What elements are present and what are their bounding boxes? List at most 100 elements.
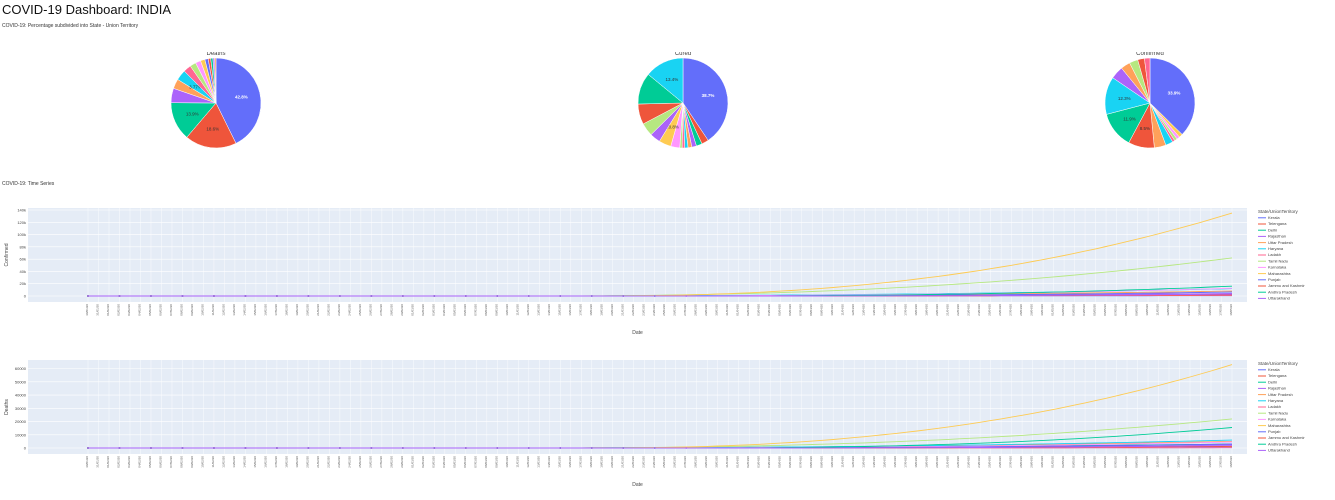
x-tick-label: 28/04/20 — [1019, 304, 1023, 316]
pie-slice[interactable] — [186, 102, 237, 149]
series-point[interactable] — [118, 447, 121, 449]
x-tick-label: 04/05/20 — [1082, 456, 1086, 468]
legend-entry[interactable]: Ladakh — [1268, 252, 1281, 257]
legend-entry[interactable]: Jammu and Kashmir — [1268, 283, 1305, 288]
series-point[interactable] — [401, 295, 404, 297]
series-point[interactable] — [307, 295, 310, 297]
series-point[interactable] — [622, 295, 625, 297]
legend-entry[interactable]: Delhi — [1268, 379, 1277, 384]
series-line[interactable] — [88, 445, 1233, 449]
series-point[interactable] — [590, 447, 593, 449]
series-point[interactable] — [622, 447, 625, 449]
series-point[interactable] — [685, 295, 688, 297]
series-point[interactable] — [496, 295, 499, 297]
x-tick-label: 28/02/20 — [389, 456, 393, 468]
legend-entry[interactable]: Punjab — [1268, 277, 1281, 282]
x-tick-label: 09/02/20 — [190, 304, 194, 316]
pie-slice[interactable] — [215, 57, 262, 144]
x-tick-label: 24/03/20 — [652, 456, 656, 468]
series-point[interactable] — [307, 447, 310, 449]
series-point[interactable] — [244, 447, 247, 449]
series-point[interactable] — [118, 295, 121, 297]
pie-slice[interactable] — [214, 57, 217, 104]
x-tick-label: 16/05/20 — [1208, 304, 1212, 316]
legend-entry[interactable]: Telengana — [1268, 221, 1287, 226]
legend-entry[interactable]: Uttarakhand — [1268, 296, 1290, 301]
pie-slice[interactable] — [1149, 57, 1196, 135]
legend-entry[interactable]: Haryana — [1268, 398, 1284, 403]
series-point[interactable] — [653, 447, 656, 449]
series-point[interactable] — [653, 295, 656, 297]
legend-entry[interactable]: Kerala — [1268, 367, 1280, 372]
x-tick-label: 31/03/20 — [725, 456, 729, 468]
legend-entry[interactable]: Rajasthan — [1268, 234, 1286, 239]
series-point[interactable] — [244, 295, 247, 297]
series-point[interactable] — [527, 447, 530, 449]
series-point[interactable] — [276, 295, 278, 297]
series-point[interactable] — [464, 447, 467, 449]
legend-entry[interactable]: Uttarakhand — [1268, 448, 1290, 453]
series-point[interactable] — [213, 295, 215, 297]
series-point[interactable] — [181, 295, 184, 297]
legend-entry[interactable]: Haryana — [1268, 246, 1284, 251]
series-point[interactable] — [338, 447, 341, 449]
series-point[interactable] — [150, 447, 152, 449]
series-point[interactable] — [496, 447, 499, 449]
legend-entry[interactable]: Uttar Pradesh — [1268, 240, 1293, 245]
pie-slice[interactable] — [682, 57, 729, 141]
legend-entry[interactable]: Uttar Pradesh — [1268, 392, 1293, 397]
pie-slice[interactable] — [647, 57, 684, 104]
x-tick-label: 03/05/20 — [1072, 304, 1076, 316]
series-point[interactable] — [685, 447, 688, 449]
legend-entry[interactable]: Telengana — [1268, 373, 1287, 378]
x-tick-label: 13/05/20 — [1177, 304, 1181, 316]
x-tick-label: 17/02/20 — [274, 304, 278, 316]
series-point[interactable] — [401, 447, 404, 449]
series-point[interactable] — [213, 447, 215, 449]
legend-entry[interactable]: Jammu and Kashmir — [1268, 435, 1305, 440]
legend-entry[interactable]: Maharashtra — [1268, 423, 1291, 428]
legend-entry[interactable]: Andhra Pradesh — [1268, 441, 1297, 446]
x-tick-label: 29/03/20 — [704, 304, 708, 316]
x-tick-label: 26/02/20 — [368, 304, 372, 316]
x-tick-label: 27/02/20 — [379, 456, 383, 468]
series-point[interactable] — [87, 447, 89, 449]
series-point[interactable] — [433, 447, 436, 449]
y-tick-label: 80k — [20, 244, 26, 249]
legend-entry[interactable]: Tamil Nadu — [1268, 258, 1288, 263]
series-point[interactable] — [87, 295, 89, 297]
legend-entry[interactable]: Andhra Pradesh — [1268, 289, 1297, 294]
legend-entry[interactable]: Karnataka — [1268, 265, 1287, 270]
series-point[interactable] — [150, 295, 152, 297]
series-point[interactable] — [464, 295, 467, 297]
series-point[interactable] — [370, 447, 373, 449]
x-tick-label: 11/04/20 — [841, 304, 845, 316]
pie-slice[interactable] — [1144, 57, 1151, 104]
legend-entry[interactable]: Punjab — [1268, 429, 1281, 434]
series-point[interactable] — [559, 295, 562, 297]
series-point[interactable] — [276, 447, 278, 449]
series-point[interactable] — [338, 295, 341, 297]
series-point[interactable] — [433, 295, 436, 297]
series-point[interactable] — [590, 295, 593, 297]
x-tick-label: 23/04/20 — [967, 304, 971, 316]
legend-entry[interactable]: Delhi — [1268, 227, 1277, 232]
series-point[interactable] — [527, 295, 530, 297]
legend-entry[interactable]: Karnataka — [1268, 417, 1287, 422]
legend-entry[interactable]: Kerala — [1268, 215, 1280, 220]
x-tick-label: 03/05/20 — [1072, 456, 1076, 468]
pie-cured: Cured 38.7% 10.8% 13.4% — [637, 52, 729, 149]
x-tick-label: 10/05/20 — [1145, 304, 1149, 316]
legend-entry[interactable]: Maharashtra — [1268, 271, 1291, 276]
legend-entry[interactable]: Ladakh — [1268, 404, 1281, 409]
series-point[interactable] — [181, 447, 184, 449]
series-line[interactable] — [88, 293, 1232, 297]
legend-entry[interactable]: Rajasthan — [1268, 386, 1286, 391]
x-tick-label: 15/04/20 — [883, 456, 887, 468]
y-tick-label: 0 — [24, 446, 27, 451]
x-tick-label: 18/02/20 — [284, 456, 288, 468]
pie-title: Deaths — [206, 52, 225, 57]
series-point[interactable] — [559, 447, 562, 449]
series-point[interactable] — [370, 295, 373, 297]
legend-entry[interactable]: Tamil Nadu — [1268, 410, 1288, 415]
